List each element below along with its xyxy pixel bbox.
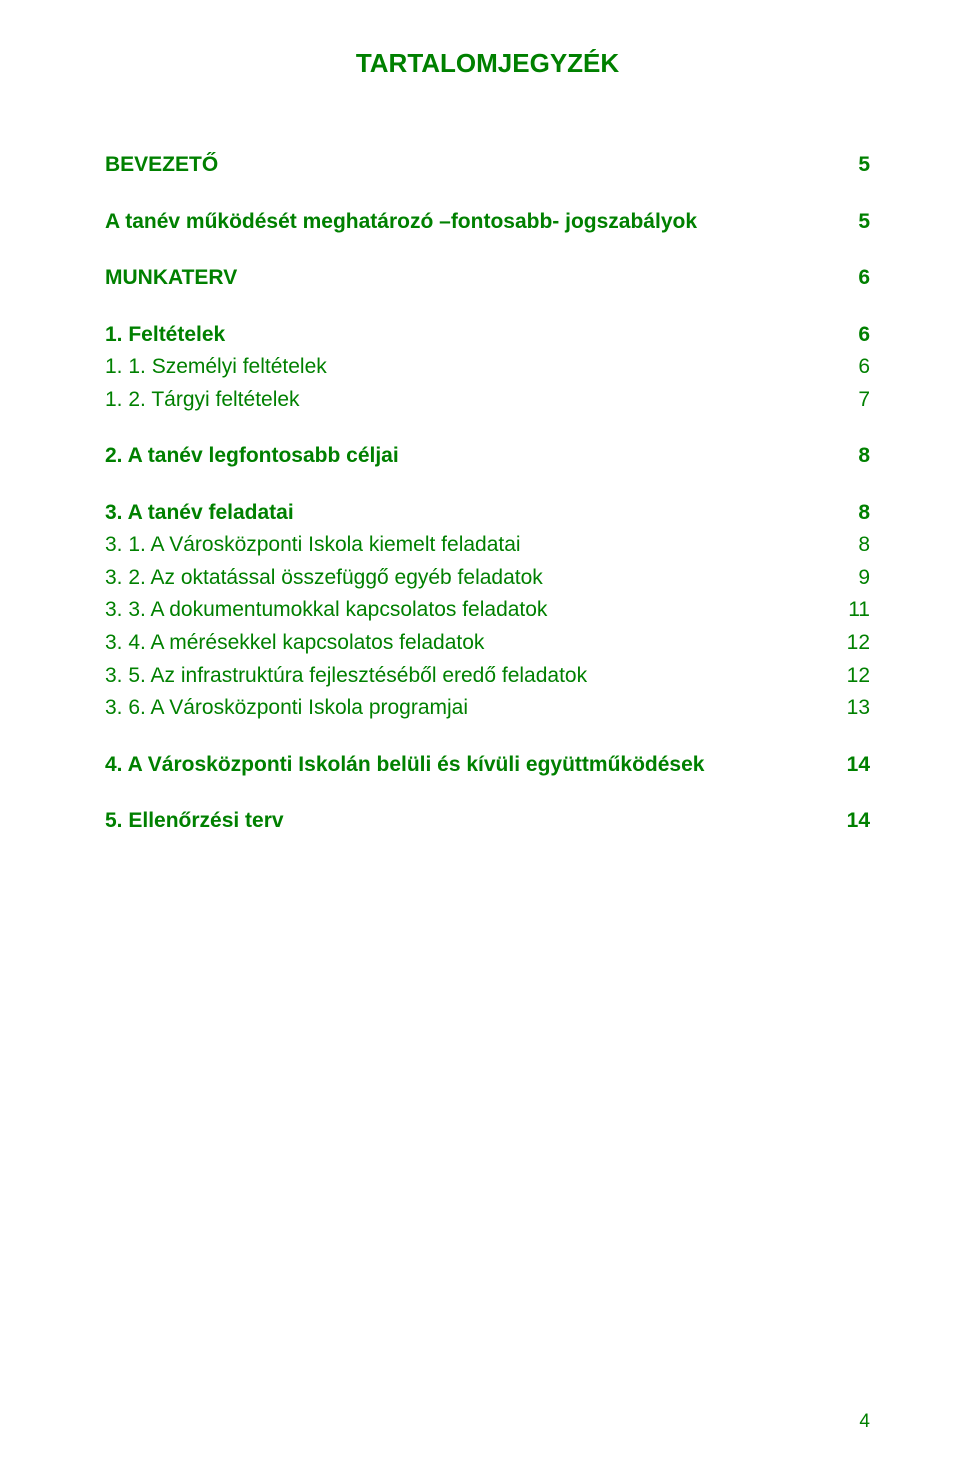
toc-page: 12 xyxy=(834,627,870,660)
spacer xyxy=(105,473,870,497)
toc-entry: MUNKATERV 6 xyxy=(105,262,870,295)
toc-entry: 4. A Városközponti Iskolán belüli és kív… xyxy=(105,749,870,782)
toc-label: 3. 1. A Városközponti Iskola kiemelt fel… xyxy=(105,529,834,562)
toc-label: 3. 4. A mérésekkel kapcsolatos feladatok xyxy=(105,627,834,660)
toc-entry: A tanév működését meghatározó –fontosabb… xyxy=(105,206,870,239)
toc-entry: 3. 3. A dokumentumokkal kapcsolatos fela… xyxy=(105,594,870,627)
spacer xyxy=(105,416,870,440)
toc-entry: 3. 1. A Városközponti Iskola kiemelt fel… xyxy=(105,529,870,562)
toc-entry: 3. A tanév feladatai 8 xyxy=(105,497,870,530)
toc-page: 12 xyxy=(834,660,870,693)
page-title: TARTALOMJEGYZÉK xyxy=(105,48,870,79)
toc-page: 8 xyxy=(834,529,870,562)
toc-page: 5 xyxy=(834,149,870,182)
toc-page: 7 xyxy=(834,384,870,417)
toc-label: 1. 1. Személyi feltételek xyxy=(105,351,834,384)
spacer xyxy=(105,781,870,805)
toc-label: A tanév működését meghatározó –fontosabb… xyxy=(105,206,834,239)
toc-page: 6 xyxy=(834,319,870,352)
toc-label: 3. 5. Az infrastruktúra fejlesztéséből e… xyxy=(105,660,834,693)
toc-page: 6 xyxy=(834,351,870,384)
toc-label: MUNKATERV xyxy=(105,262,834,295)
toc-label: 5. Ellenőrzési terv xyxy=(105,805,834,838)
toc-entry: 3. 6. A Városközponti Iskola programjai … xyxy=(105,692,870,725)
spacer xyxy=(105,238,870,262)
toc-page: 8 xyxy=(834,497,870,530)
toc-page: 14 xyxy=(834,749,870,782)
toc-label: 4. A Városközponti Iskolán belüli és kív… xyxy=(105,749,834,782)
toc-entry: 1. 1. Személyi feltételek 6 xyxy=(105,351,870,384)
toc-label: 1. Feltételek xyxy=(105,319,834,352)
toc-label: 2. A tanév legfontosabb céljai xyxy=(105,440,834,473)
toc-page: 8 xyxy=(834,440,870,473)
spacer xyxy=(105,725,870,749)
toc-label: 3. 6. A Városközponti Iskola programjai xyxy=(105,692,834,725)
toc-entry: BEVEZETŐ 5 xyxy=(105,149,870,182)
spacer xyxy=(105,295,870,319)
toc-entry: 5. Ellenőrzési terv 14 xyxy=(105,805,870,838)
toc-label: 3. 2. Az oktatással összefüggő egyéb fel… xyxy=(105,562,834,595)
document-page: TARTALOMJEGYZÉK BEVEZETŐ 5 A tanév működ… xyxy=(0,0,960,1459)
toc-label: 1. 2. Tárgyi feltételek xyxy=(105,384,834,417)
toc-entry: 3. 2. Az oktatással összefüggő egyéb fel… xyxy=(105,562,870,595)
toc-entry: 1. 2. Tárgyi feltételek 7 xyxy=(105,384,870,417)
toc-entry: 3. 5. Az infrastruktúra fejlesztéséből e… xyxy=(105,660,870,693)
toc-page: 11 xyxy=(834,594,870,627)
toc-entry: 1. Feltételek 6 xyxy=(105,319,870,352)
toc-page: 5 xyxy=(834,206,870,239)
toc-label: 3. 3. A dokumentumokkal kapcsolatos fela… xyxy=(105,594,834,627)
toc-entry: 2. A tanév legfontosabb céljai 8 xyxy=(105,440,870,473)
page-number: 4 xyxy=(859,1411,870,1433)
toc-page: 9 xyxy=(834,562,870,595)
toc-page: 14 xyxy=(834,805,870,838)
toc-label: BEVEZETŐ xyxy=(105,149,834,182)
spacer xyxy=(105,182,870,206)
toc-page: 13 xyxy=(834,692,870,725)
toc-label: 3. A tanév feladatai xyxy=(105,497,834,530)
toc-entry: 3. 4. A mérésekkel kapcsolatos feladatok… xyxy=(105,627,870,660)
toc-page: 6 xyxy=(834,262,870,295)
